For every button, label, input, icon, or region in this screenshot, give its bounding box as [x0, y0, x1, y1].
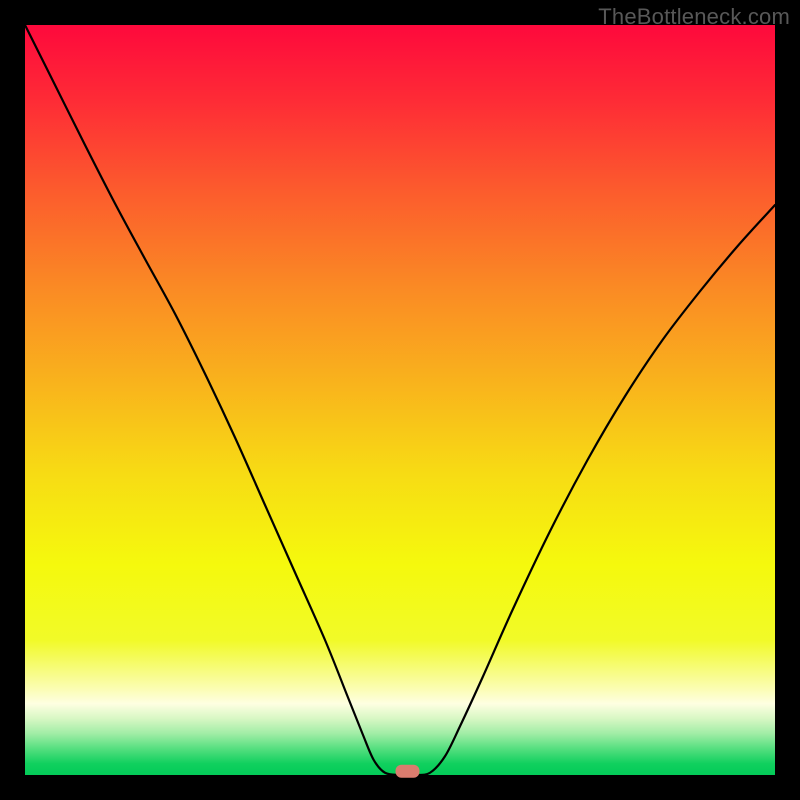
bottleneck-chart	[0, 0, 800, 800]
optimal-marker	[396, 765, 420, 778]
gradient-background	[25, 25, 775, 775]
chart-container: TheBottleneck.com	[0, 0, 800, 800]
watermark-text: TheBottleneck.com	[598, 4, 790, 30]
